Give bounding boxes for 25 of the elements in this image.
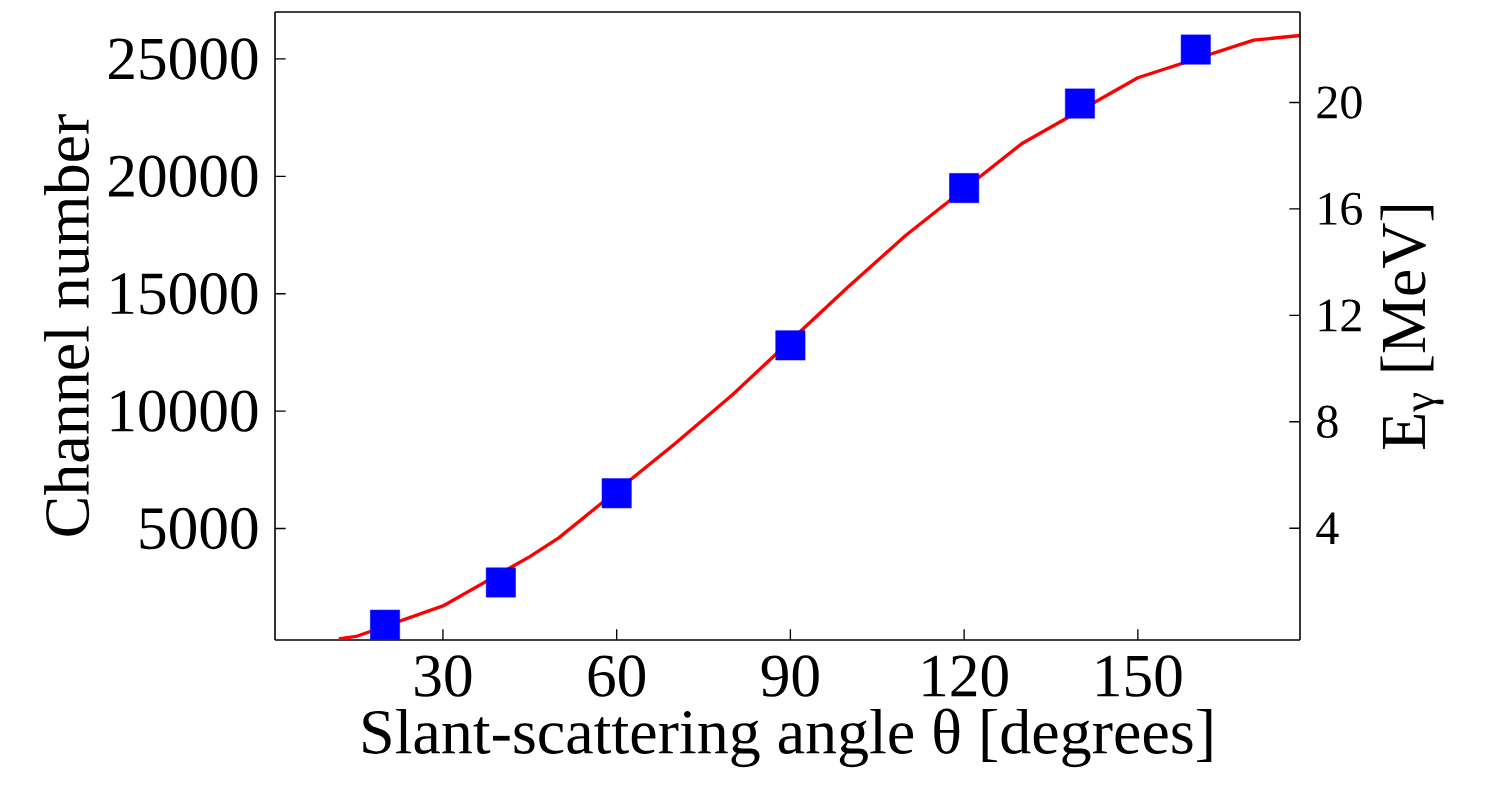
x-tick-label: 150 xyxy=(1097,655,1182,697)
y-tick-label: 10000 xyxy=(111,390,258,432)
point xyxy=(601,478,632,509)
y-axis-title: Channel number xyxy=(44,114,90,536)
y2-tick-label: 20 xyxy=(1317,86,1362,119)
y-tick-label: 20000 xyxy=(109,155,258,198)
y2-tick-label: 12 xyxy=(1319,299,1361,332)
x-tick-label: 60 xyxy=(588,655,646,697)
x-axis-title: Slant-scattering angle θ [degrees] xyxy=(363,708,1212,768)
point xyxy=(485,567,516,598)
x-tick-label: 30 xyxy=(415,655,472,697)
y2-axis-title: E$_{γ}$ [MeV] xyxy=(1380,205,1444,449)
y2-tick-label: 4 xyxy=(1316,512,1339,545)
point xyxy=(1065,88,1095,119)
y-tick-label: 25000 xyxy=(109,38,258,80)
y2-tick-label: 16 xyxy=(1319,192,1362,226)
y-tick-label: 15000 xyxy=(111,273,258,315)
point xyxy=(370,609,400,640)
point xyxy=(775,330,806,361)
x-tick-label: 120 xyxy=(923,655,1008,697)
point xyxy=(949,173,980,203)
y2-tick-label: 8 xyxy=(1317,405,1338,438)
point xyxy=(1180,34,1211,65)
y-tick-label: 5000 xyxy=(140,507,258,550)
x-tick-label: 90 xyxy=(761,655,819,697)
